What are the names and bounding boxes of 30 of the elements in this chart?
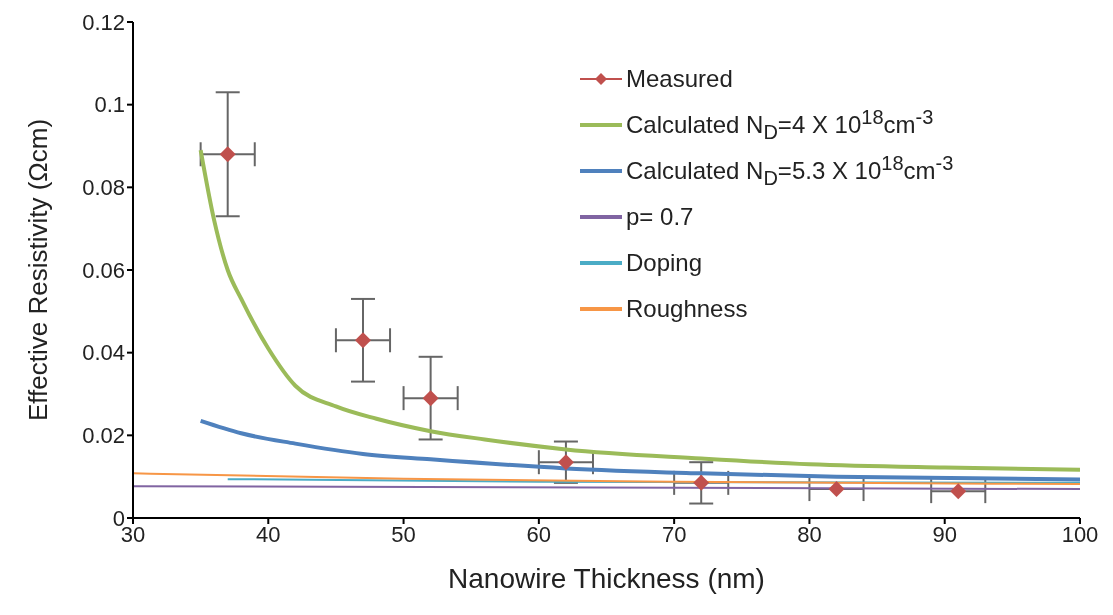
x-tick-label: 50	[391, 521, 416, 547]
y-tick-label: 0.04	[82, 340, 125, 366]
y-tick-label: 0.08	[82, 175, 125, 201]
legend-label: Measured	[626, 65, 733, 93]
point	[557, 454, 574, 471]
point	[354, 332, 371, 349]
line-series	[133, 472, 1080, 486]
legend-label: p= 0.7	[626, 203, 694, 231]
legend-label: Calculated N$_{D}$=5.3 X 10$^{18}$cm$^{-3}$	[626, 152, 954, 190]
legend-label: Roughness	[626, 295, 748, 323]
point	[693, 474, 710, 491]
x-tick-label: 40	[256, 521, 281, 547]
point	[219, 146, 236, 163]
y-axis-title: Effective Resistivity (Ωcm)	[23, 118, 54, 422]
point	[950, 483, 967, 500]
x-axis-title: Nanowire Thickness (nm)	[448, 563, 765, 594]
y-tick-label: 0.12	[82, 9, 125, 35]
legend-label: Doping	[626, 249, 703, 277]
x-tick-label: 70	[661, 521, 687, 547]
legend-label: Calculated N$_{D}$=4 X 10$^{18}$cm$^{-3}$	[626, 106, 934, 144]
y-tick-label: 0.1	[94, 92, 125, 118]
y-tick-label: 0.02	[82, 423, 125, 449]
x-tick-label: 80	[797, 521, 822, 547]
x-tick-label: 60	[526, 521, 552, 547]
point	[422, 390, 439, 407]
x-tick-label: 90	[932, 521, 957, 547]
point	[828, 481, 845, 498]
line-series	[198, 148, 1080, 472]
x-tick-label: 100	[1061, 521, 1099, 547]
y-tick-label: 0.06	[82, 257, 125, 283]
